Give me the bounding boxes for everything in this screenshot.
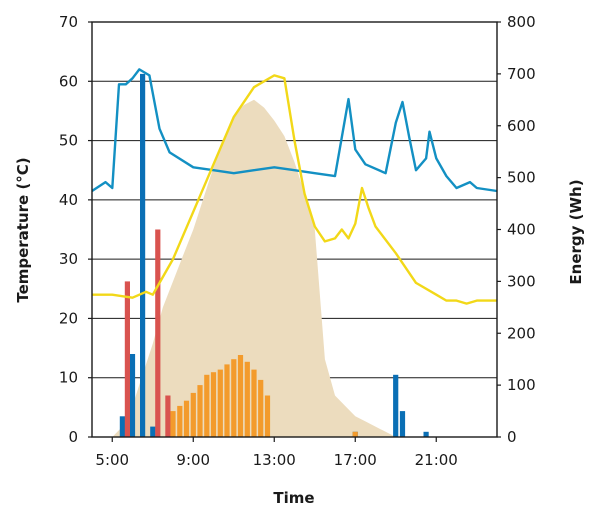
- y-right-tick-label: 800: [507, 13, 536, 31]
- y-right-tick-label: 400: [507, 221, 536, 239]
- bar: [140, 73, 146, 438]
- bar: [393, 374, 399, 438]
- bar: [231, 359, 237, 437]
- area-layer: [112, 99, 396, 438]
- bar: [170, 411, 176, 437]
- y-axis-right-title: Energy (Wh): [567, 179, 585, 284]
- y-right-tick-label: 300: [507, 272, 536, 290]
- bar: [190, 392, 196, 437]
- area-series: [112, 99, 396, 438]
- bar: [177, 405, 183, 437]
- x-tick-label: 9:00: [176, 451, 210, 469]
- x-axis-title: Time: [273, 489, 314, 507]
- y-left-tick-label: 20: [59, 309, 78, 327]
- x-tick-label: 5:00: [95, 451, 129, 469]
- y-axis-left-title: Temperature (°C): [14, 157, 32, 302]
- bar: [165, 395, 171, 437]
- bar: [237, 355, 244, 437]
- bar: [352, 431, 358, 437]
- y-left-tick-label: 0: [68, 428, 78, 446]
- y-left-tick-label: 40: [59, 191, 78, 209]
- y-right-tick-label: 100: [507, 376, 536, 394]
- bar: [124, 281, 130, 437]
- bar: [155, 229, 161, 437]
- line-series: [92, 74, 497, 305]
- y-left-tick-label: 50: [59, 132, 78, 150]
- y-right-tick-label: 700: [507, 65, 536, 83]
- tick-labels: 0102030405060700100200300400500600700800…: [59, 13, 536, 469]
- y-right-tick-label: 500: [507, 169, 536, 187]
- bar: [150, 426, 156, 437]
- bar: [264, 395, 271, 437]
- y-left-tick-label: 30: [59, 250, 78, 268]
- bar: [129, 354, 136, 437]
- x-tick-label: 21:00: [415, 451, 458, 469]
- bar: [258, 379, 264, 437]
- bar: [217, 369, 223, 437]
- bar-layer: [119, 73, 429, 438]
- bar: [423, 431, 429, 437]
- y-left-tick-label: 70: [59, 13, 78, 31]
- bar: [197, 385, 203, 437]
- bar: [204, 374, 210, 438]
- y-left-tick-label: 60: [59, 72, 78, 90]
- bar: [399, 411, 406, 437]
- line-series: [91, 68, 498, 193]
- bar: [183, 400, 190, 437]
- y-right-tick-label: 200: [507, 324, 536, 342]
- y-right-tick-label: 0: [507, 428, 517, 446]
- bar: [210, 372, 217, 437]
- line-layer: [91, 68, 498, 305]
- x-tick-label: 13:00: [253, 451, 296, 469]
- x-tick-label: 17:00: [334, 451, 377, 469]
- bar: [119, 416, 125, 438]
- bar: [251, 369, 257, 437]
- bar: [224, 364, 230, 437]
- y-left-tick-label: 10: [59, 369, 78, 387]
- y-right-tick-label: 600: [507, 117, 536, 135]
- bar: [244, 361, 250, 437]
